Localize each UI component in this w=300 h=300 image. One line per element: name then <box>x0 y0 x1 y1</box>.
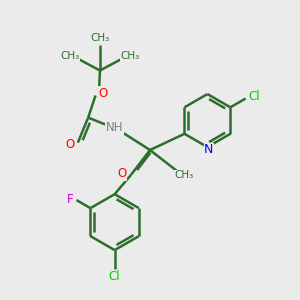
Text: N: N <box>204 143 214 157</box>
Text: CH₃: CH₃ <box>121 51 140 61</box>
Text: CH₃: CH₃ <box>90 33 110 43</box>
Text: Cl: Cl <box>109 270 121 283</box>
Text: O: O <box>117 167 127 180</box>
Text: O: O <box>66 138 75 151</box>
Text: CH₃: CH₃ <box>60 51 79 61</box>
Text: CH₃: CH₃ <box>174 170 194 180</box>
Text: O: O <box>98 87 107 100</box>
Text: NH: NH <box>106 122 123 134</box>
Text: Cl: Cl <box>249 91 260 103</box>
Text: F: F <box>67 193 73 206</box>
